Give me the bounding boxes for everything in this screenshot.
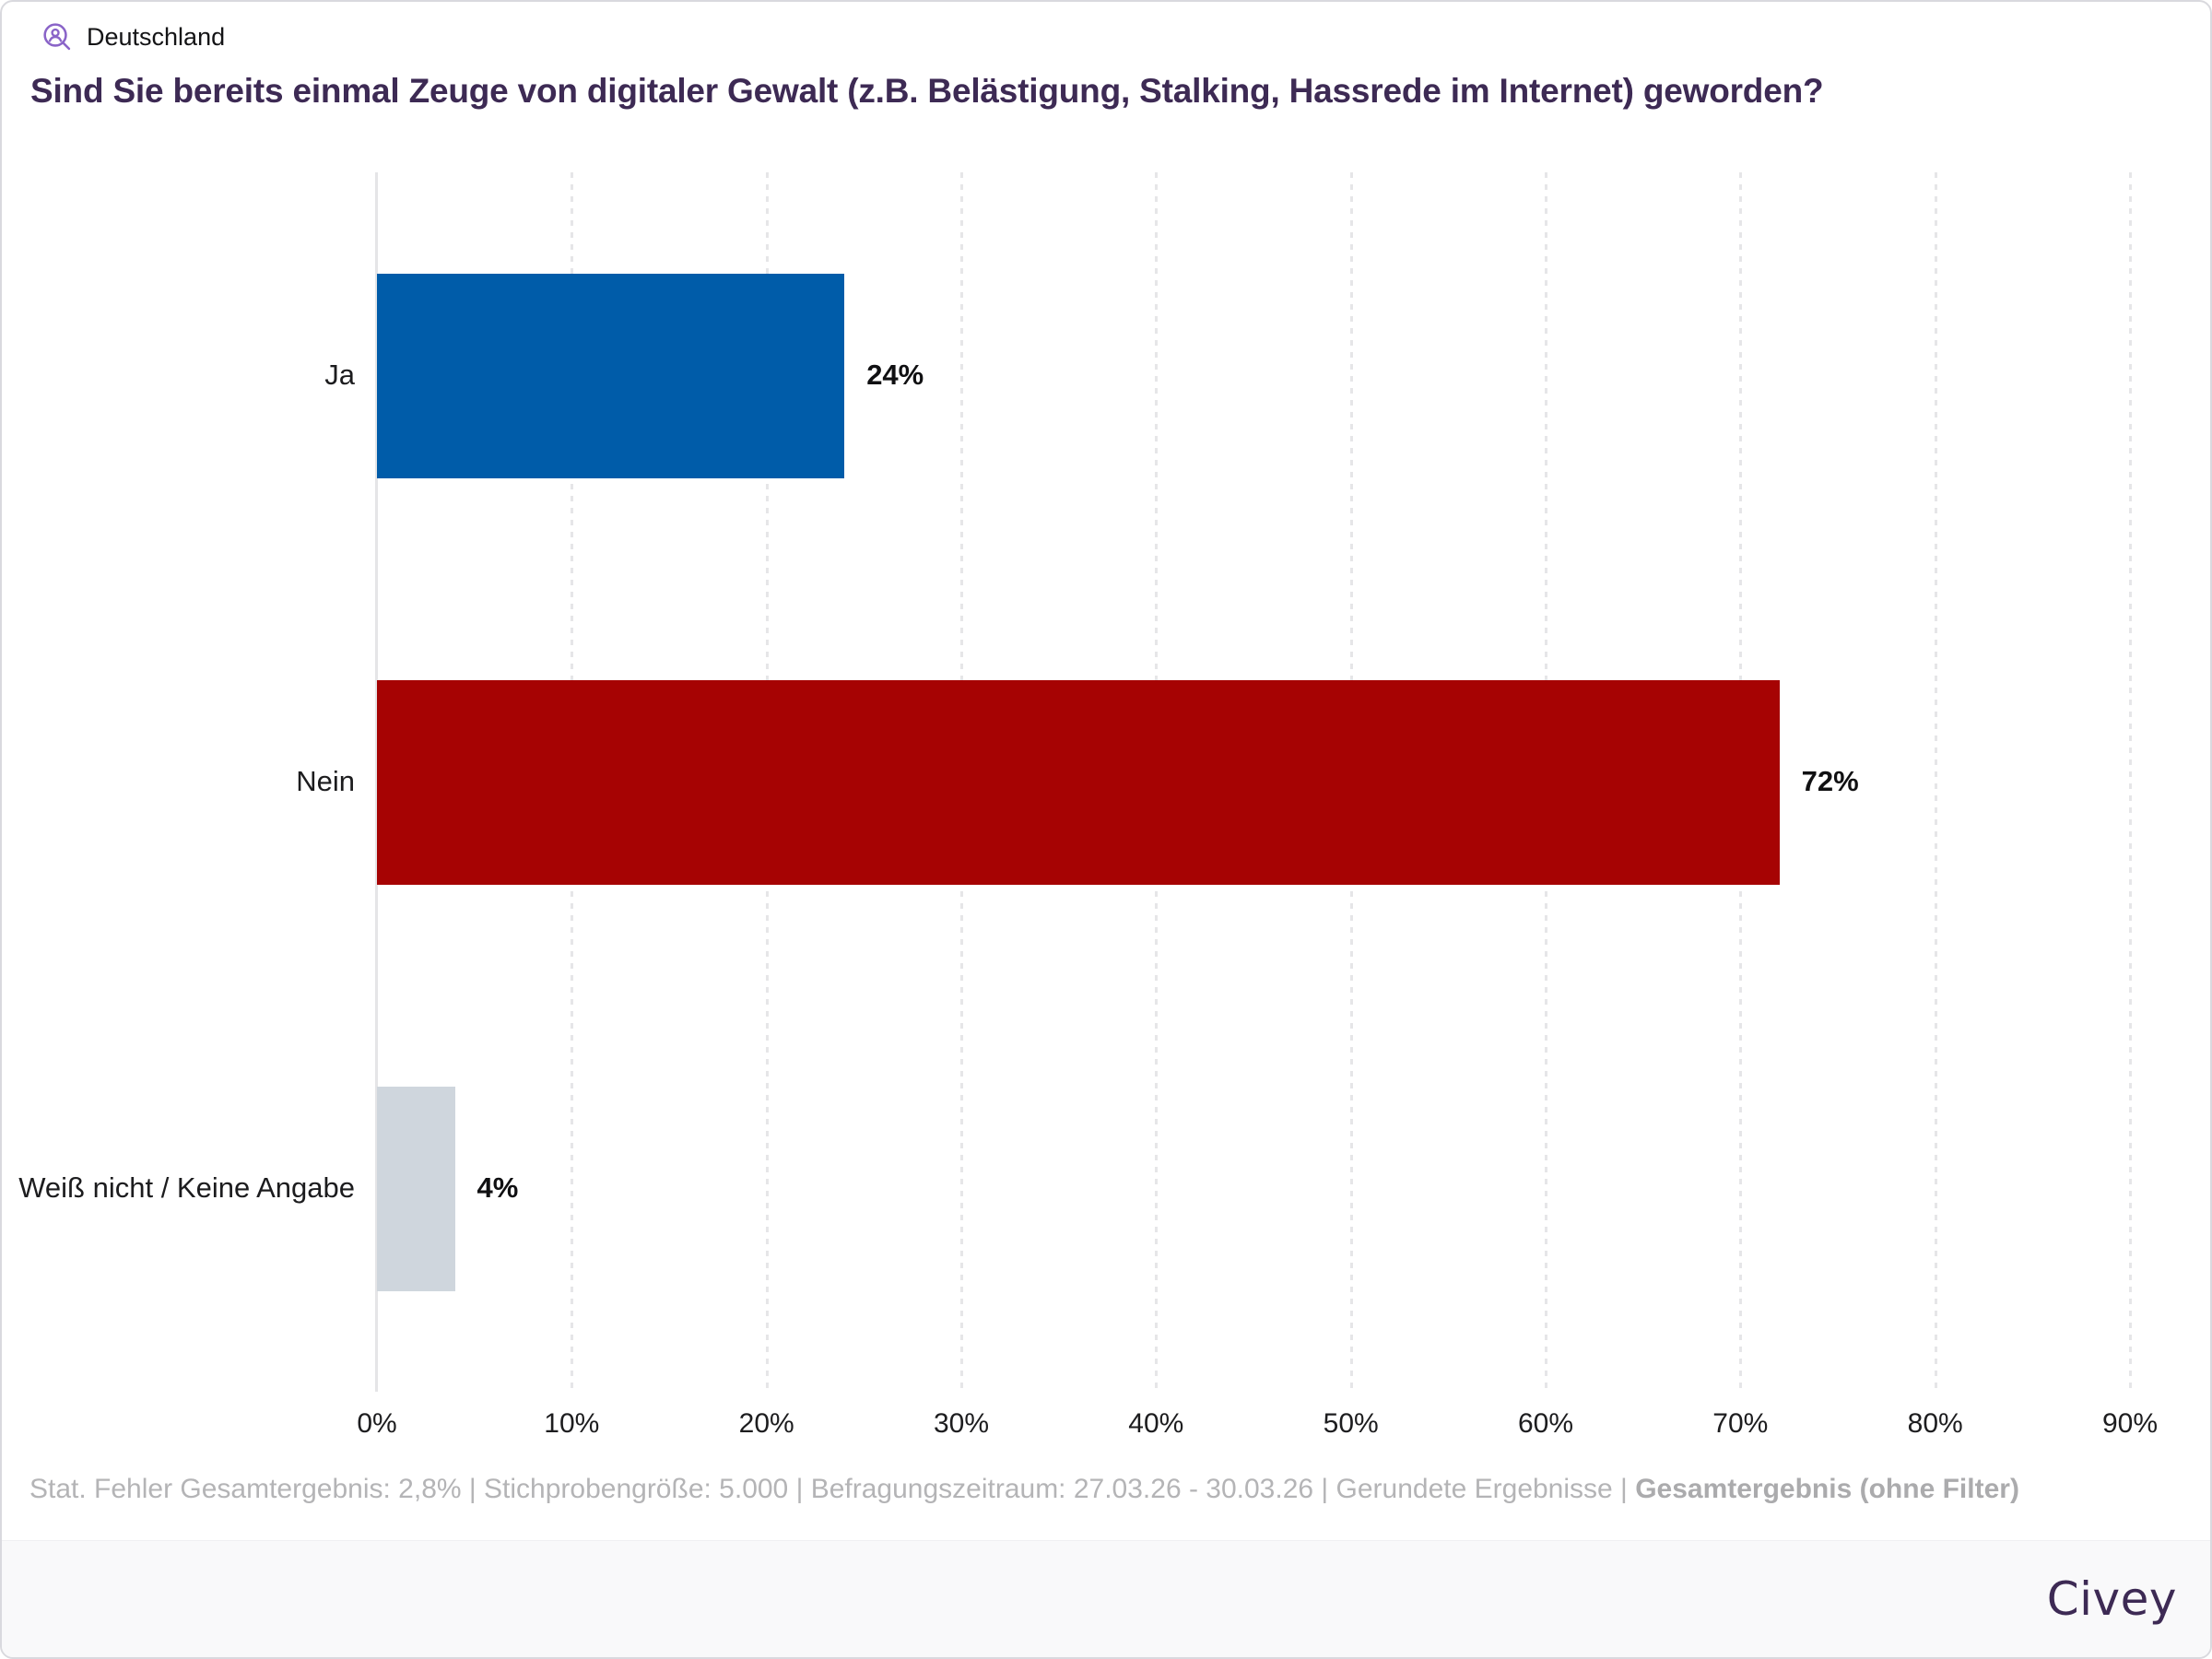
x-tick-label: 30% xyxy=(933,1408,990,1439)
question-title: Sind Sie bereits einmal Zeuge von digita… xyxy=(30,72,1824,110)
x-tick-label: 40% xyxy=(1128,1408,1184,1439)
header: Deutschland xyxy=(41,20,225,53)
bar-value-label: 24% xyxy=(866,358,924,391)
x-tick-label: 80% xyxy=(1907,1408,1963,1439)
x-tick-label: 10% xyxy=(544,1408,600,1439)
x-tick-label: 20% xyxy=(738,1408,794,1439)
region-label: Deutschland xyxy=(87,22,226,51)
survey-meta-scope: Gesamtergebnis (ohne Filter) xyxy=(1635,1474,2019,1504)
x-tick-label: 60% xyxy=(1517,1408,1574,1439)
gridline xyxy=(2129,172,2132,1392)
survey-meta: Stat. Fehler Gesamtergebnis: 2,8% | Stic… xyxy=(29,1474,2019,1505)
category-label: Weiß nicht / Keine Angabe xyxy=(18,1171,355,1204)
y-axis-line xyxy=(375,172,378,1392)
bar[interactable] xyxy=(377,273,845,478)
bar-value-label: 4% xyxy=(477,1171,519,1204)
bar[interactable] xyxy=(377,679,1780,885)
x-tick-label: 90% xyxy=(2101,1408,2159,1439)
survey-meta-stats: Stat. Fehler Gesamtergebnis: 2,8% | Stic… xyxy=(29,1474,1636,1504)
gridline xyxy=(1934,172,1937,1392)
x-tick-label: 50% xyxy=(1323,1408,1379,1439)
x-tick-label: 0% xyxy=(357,1408,397,1439)
category-label: Ja xyxy=(324,358,355,391)
bar[interactable] xyxy=(377,1086,455,1291)
category-label: Nein xyxy=(296,764,355,797)
bottom-bar: Civey xyxy=(2,1540,2210,1657)
bar-value-label: 72% xyxy=(1801,764,1859,797)
person-search-icon xyxy=(43,23,71,51)
civey-logo[interactable]: Civey xyxy=(2046,1572,2177,1626)
x-tick-label: 70% xyxy=(1712,1408,1769,1439)
